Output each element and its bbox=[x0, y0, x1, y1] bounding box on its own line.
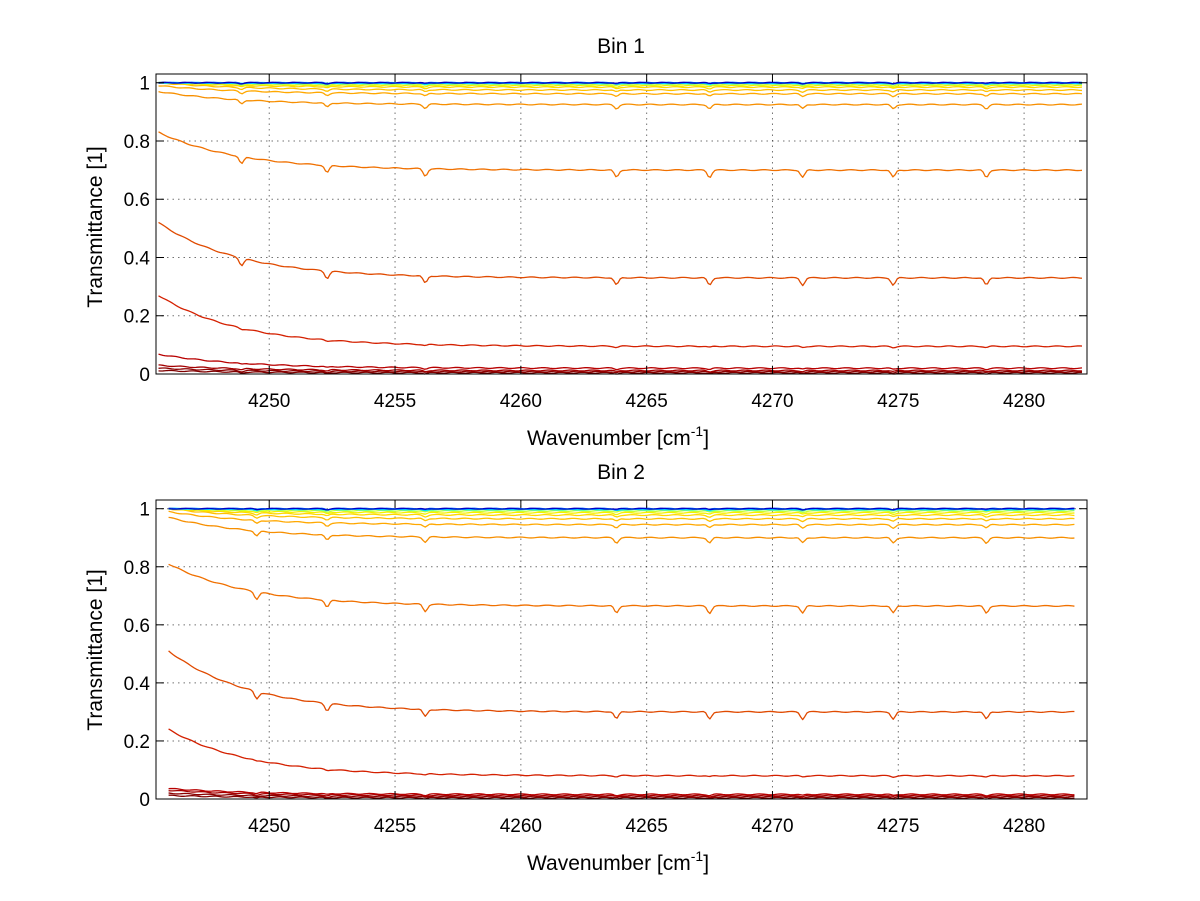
y-axis-label: Transmittance [1] bbox=[84, 569, 107, 730]
y-tick-label: 0 bbox=[139, 365, 150, 386]
x-tick-labels: 4250 4255 4260 4265 4270 4275 4280 bbox=[248, 816, 1045, 837]
grid bbox=[156, 500, 1087, 799]
series-line bbox=[158, 81, 1082, 93]
series-line bbox=[158, 369, 1082, 375]
y-tick-label: 0.6 bbox=[124, 616, 150, 637]
x-tick-label: 4270 bbox=[751, 816, 793, 837]
series-lines bbox=[168, 507, 1075, 800]
series-line bbox=[158, 81, 1083, 85]
plot-title: Bin 1 bbox=[597, 35, 645, 58]
series-line bbox=[168, 510, 1075, 530]
panel-bin-1: Bin 1 4250 4255 4260 4265 4270 4275 4280 00.20… bbox=[84, 35, 1088, 450]
x-tick-label: 4280 bbox=[1003, 391, 1045, 412]
y-axis-label: Transmittance [1] bbox=[84, 146, 107, 307]
x-tick-label: 4265 bbox=[626, 391, 668, 412]
y-tick-label: 0 bbox=[139, 790, 150, 811]
x-tick-label: 4270 bbox=[751, 391, 793, 412]
x-tick-label: 4260 bbox=[500, 816, 542, 837]
series-line bbox=[168, 650, 1075, 721]
x-tick-label: 4250 bbox=[248, 391, 290, 412]
series-line bbox=[158, 91, 1083, 110]
panel-bin-2: Bin 2 4250 4255 4260 4265 4270 4275 4280 00.20… bbox=[84, 461, 1088, 875]
y-tick-label: 0.4 bbox=[124, 248, 151, 269]
y-tick-label: 0.8 bbox=[124, 132, 150, 153]
x-tick-label: 4265 bbox=[626, 816, 668, 837]
y-tick-label: 1 bbox=[139, 74, 150, 95]
x-tick-label: 4255 bbox=[374, 816, 416, 837]
x-tick-label: 4275 bbox=[877, 816, 919, 837]
x-axis-label: Wavenumber [cm-1] bbox=[527, 423, 709, 450]
x-tick-label: 4250 bbox=[248, 816, 290, 837]
y-tick-label: 0.8 bbox=[124, 558, 150, 579]
y-tick-label: 1 bbox=[139, 500, 150, 521]
series-line bbox=[168, 789, 1075, 798]
y-tick-label: 0.4 bbox=[124, 674, 151, 695]
x-tick-labels: 4250 4255 4260 4265 4270 4275 4280 bbox=[248, 391, 1045, 412]
series-line bbox=[168, 508, 1075, 518]
x-tick-label: 4280 bbox=[1003, 816, 1045, 837]
series-line bbox=[168, 516, 1075, 544]
y-tick-label: 0.6 bbox=[124, 190, 150, 211]
x-tick-label: 4255 bbox=[374, 391, 416, 412]
x-axis-label: Wavenumber [cm-1] bbox=[527, 848, 709, 875]
plot-title: Bin 2 bbox=[597, 461, 645, 484]
tick-marks bbox=[156, 74, 1087, 375]
series-line bbox=[158, 82, 1082, 88]
series-line bbox=[168, 794, 1075, 800]
series-line bbox=[168, 507, 1075, 516]
series-line bbox=[168, 728, 1075, 778]
series-line bbox=[168, 507, 1075, 512]
x-tick-label: 4260 bbox=[500, 391, 542, 412]
axes-frame bbox=[155, 73, 1088, 375]
series-line bbox=[158, 81, 1083, 90]
series-line bbox=[158, 221, 1083, 287]
series-line bbox=[168, 787, 1075, 797]
series-line bbox=[158, 131, 1083, 178]
series-line bbox=[168, 508, 1075, 523]
series-line bbox=[158, 353, 1083, 371]
series-line bbox=[158, 295, 1083, 349]
tick-marks bbox=[156, 500, 1087, 800]
y-tick-label: 0.2 bbox=[124, 307, 150, 328]
series-line bbox=[158, 364, 1082, 373]
y-tick-labels: 0 0.2 0.4 0.6 0.8 1 bbox=[124, 500, 151, 811]
axes-frame bbox=[155, 499, 1088, 800]
x-tick-label: 4275 bbox=[877, 391, 919, 412]
series-line bbox=[158, 85, 1083, 98]
grid bbox=[156, 74, 1087, 374]
series-line bbox=[168, 507, 1075, 511]
y-tick-label: 0.2 bbox=[124, 732, 150, 753]
series-lines bbox=[158, 81, 1083, 375]
series-line bbox=[168, 563, 1075, 615]
y-tick-labels: 0 0.2 0.4 0.6 0.8 1 bbox=[124, 74, 151, 386]
